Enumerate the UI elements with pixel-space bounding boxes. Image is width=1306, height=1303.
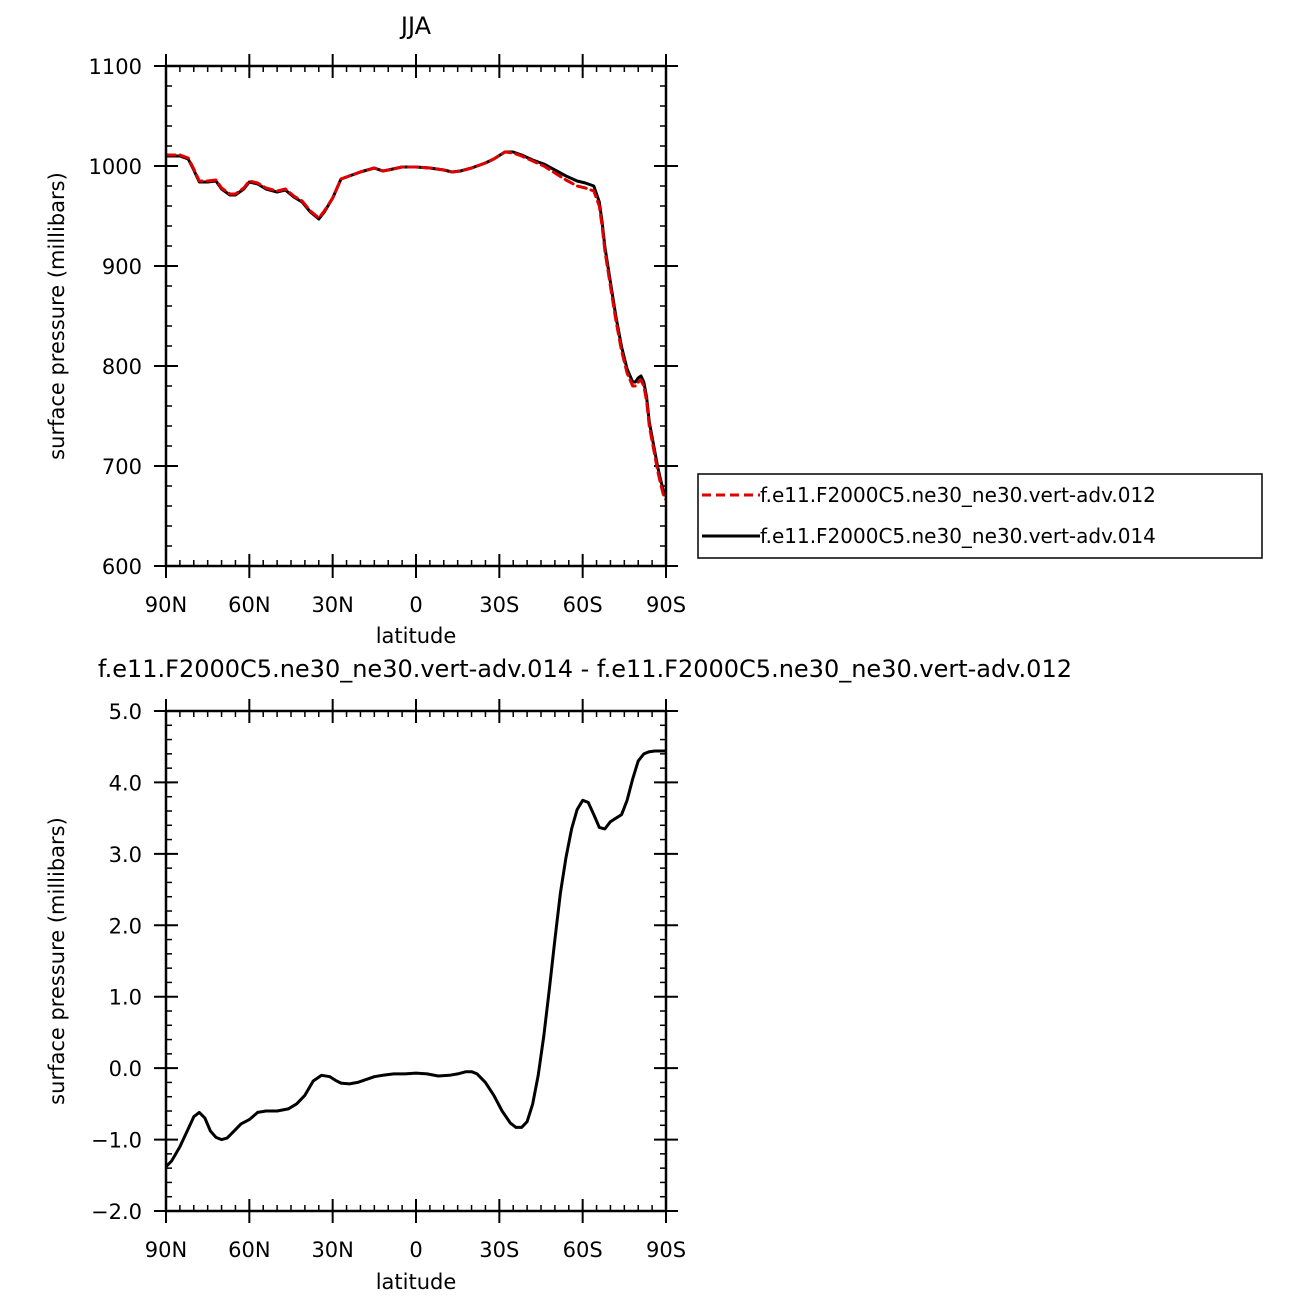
top-chart-xlabel: latitude: [376, 624, 457, 648]
x-tick-label: 90S: [646, 1238, 686, 1262]
x-tick-label: 0: [409, 1238, 422, 1262]
series-line-solid: [166, 150, 666, 498]
y-tick-label: 5.0: [109, 700, 142, 724]
y-tick-label: 700: [102, 455, 142, 479]
y-tick-label: 0.0: [109, 1057, 142, 1081]
top-chart: JJA 600 700 800 900 1000 1100 90N 60N 30N 0 30S 60S…: [45, 12, 1263, 648]
series-line-solid: [166, 749, 666, 1169]
top-chart-legend: f.e11.F2000C5.ne30_ne30.vert-adv.012 f.e…: [697, 473, 1263, 559]
y-tick-label: 3.0: [109, 843, 142, 867]
x-tick-label: 60S: [563, 1238, 603, 1262]
x-tick-label: 90N: [145, 1238, 187, 1262]
y-tick-label: 4.0: [109, 771, 142, 795]
y-tick-label: 800: [102, 355, 142, 379]
x-tick-label: 30S: [479, 593, 519, 617]
bottom-chart-ticks: −2.0 −1.0 0.0 1.0 2.0 3.0 4.0 5.0 90N 60N 30N 0 30S 6…: [91, 699, 686, 1262]
y-tick-label: 2.0: [109, 914, 142, 938]
bottom-chart: f.e11.F2000C5.ne30_ne30.vert-adv.014 - f…: [45, 655, 1072, 1294]
y-tick-label: −1.0: [91, 1129, 142, 1153]
x-tick-label: 90S: [646, 593, 686, 617]
x-tick-label: 60N: [228, 593, 270, 617]
y-tick-label: 1100: [89, 55, 142, 79]
x-tick-label: 60S: [563, 593, 603, 617]
y-tick-label: −2.0: [91, 1200, 142, 1224]
top-chart-frame: [164, 64, 668, 568]
x-tick-label: 30N: [311, 593, 353, 617]
top-chart-title: JJA: [399, 12, 432, 40]
x-tick-label: 30S: [479, 1238, 519, 1262]
bottom-chart-ylabel: surface pressure (millibars): [45, 817, 69, 1105]
y-tick-label: 1.0: [109, 986, 142, 1010]
y-tick-label: 900: [102, 255, 142, 279]
x-tick-label: 0: [409, 593, 422, 617]
bottom-chart-xlabel: latitude: [376, 1270, 457, 1294]
y-tick-label: 600: [102, 555, 142, 579]
y-tick-label: 1000: [89, 155, 142, 179]
x-tick-label: 90N: [145, 593, 187, 617]
series-line-dashed: [166, 150, 666, 502]
top-chart-series-group: [166, 150, 666, 502]
legend-label-014: f.e11.F2000C5.ne30_ne30.vert-adv.014: [760, 524, 1156, 548]
top-chart-ticks: 600 700 800 900 1000 1100 90N 60N 30N 0 30S 60S 90S: [89, 54, 686, 617]
legend-box: [697, 473, 1263, 559]
top-chart-ylabel: surface pressure (millibars): [45, 172, 69, 460]
x-tick-label: 30N: [311, 1238, 353, 1262]
legend-label-012: f.e11.F2000C5.ne30_ne30.vert-adv.012: [760, 483, 1156, 507]
bottom-chart-frame: [164, 709, 668, 1213]
bottom-chart-series-group: [166, 749, 666, 1169]
bottom-chart-title: f.e11.F2000C5.ne30_ne30.vert-adv.014 - f…: [98, 655, 1072, 683]
x-tick-label: 60N: [228, 1238, 270, 1262]
